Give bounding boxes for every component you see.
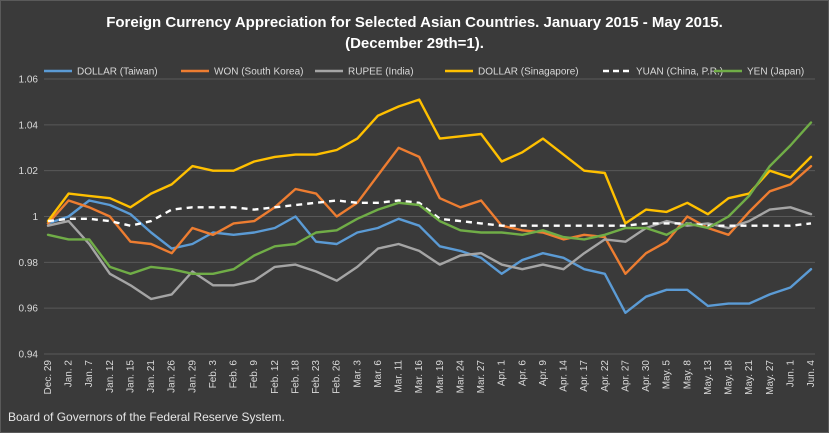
x-tick-label: Jan. 29 bbox=[187, 360, 198, 393]
x-tick-label: May. 8 bbox=[682, 360, 693, 390]
y-tick-labels: 0.94 0.96 0.98 1 1.02 1.04 1.06 bbox=[19, 75, 39, 361]
chart-title-line1: Foreign Currency Appreciation for Select… bbox=[106, 14, 723, 31]
y-tick-label: 0.94 bbox=[19, 350, 39, 361]
x-tick-label: May. 21 bbox=[744, 360, 755, 395]
x-tick-labels: Dec. 29 Jan. 2 Jan. 7 Jan. 12 Jan. 15 Jan. 21… bbox=[43, 360, 817, 395]
x-tick-label: Apr. 22 bbox=[600, 360, 611, 392]
x-tick-label: Feb. 3 bbox=[208, 360, 219, 389]
x-tick-label: Jan. 2 bbox=[64, 360, 75, 388]
x-tick-label: Apr. 27 bbox=[620, 360, 631, 392]
y-tick-label: 1.04 bbox=[19, 120, 39, 131]
x-tick-label: Apr. 17 bbox=[579, 360, 590, 392]
x-tick-label: Feb. 26 bbox=[332, 360, 343, 394]
x-tick-label: Jan. 12 bbox=[105, 360, 116, 393]
x-tick-label: May. 5 bbox=[662, 360, 673, 390]
y-tick-label: 1 bbox=[32, 212, 38, 223]
x-tick-label: Apr. 1 bbox=[497, 360, 508, 387]
legend-label-3: DOLLAR (Sinagapore) bbox=[478, 67, 579, 78]
x-tick-label: Mar. 11 bbox=[394, 360, 405, 393]
x-tick-label: Feb. 6 bbox=[229, 360, 240, 389]
x-tick-label: Feb. 9 bbox=[249, 360, 260, 389]
chart-title-line2: (December 29th=1). bbox=[345, 35, 484, 52]
series-line-5 bbox=[46, 121, 813, 275]
series-line-3 bbox=[46, 98, 813, 225]
x-tick-label: May. 18 bbox=[724, 360, 735, 395]
series-line-1 bbox=[46, 146, 813, 275]
x-tick-label: Mar. 6 bbox=[373, 360, 384, 388]
legend-label-0: DOLLAR (Taiwan) bbox=[77, 67, 158, 78]
x-tick-label: Feb. 23 bbox=[311, 360, 322, 394]
x-tick-label: Feb. 12 bbox=[270, 360, 281, 394]
x-tick-label: Apr. 6 bbox=[517, 360, 528, 387]
x-tick-label: Mar. 27 bbox=[476, 360, 487, 394]
legend-label-1: WON (South Korea) bbox=[214, 67, 303, 78]
x-tick-label: Apr. 14 bbox=[559, 360, 570, 392]
x-tick-label: Jan. 21 bbox=[146, 360, 157, 393]
y-tick-label: 1.02 bbox=[19, 166, 39, 177]
x-tick-label: May. 27 bbox=[765, 360, 776, 395]
y-tick-label: 0.98 bbox=[19, 258, 39, 269]
x-tick-label: Mar. 3 bbox=[352, 360, 363, 388]
x-tick-label: Apr. 30 bbox=[641, 360, 652, 392]
y-tick-label: 0.96 bbox=[19, 304, 39, 315]
chart-title: Foreign Currency Appreciation for Select… bbox=[0, 12, 829, 54]
source-note: Board of Governors of the Federal Reserv… bbox=[8, 410, 285, 424]
x-tick-label: Jan. 26 bbox=[167, 360, 178, 393]
x-tick-label: Mar. 24 bbox=[455, 360, 466, 394]
x-tick-label: Jan. 7 bbox=[84, 360, 95, 388]
legend: DOLLAR (Taiwan) WON (South Korea) RUPEE (I… bbox=[44, 67, 804, 78]
series-line-4 bbox=[47, 199, 812, 227]
x-tick-label: Apr. 9 bbox=[538, 360, 549, 387]
x-tick-label: Jun. 1 bbox=[785, 360, 796, 388]
x-tick-label: Jan. 15 bbox=[125, 360, 136, 393]
y-tick-label: 1.06 bbox=[19, 75, 39, 86]
legend-label-4: YUAN (China, P.R.) bbox=[636, 67, 723, 78]
x-tick-label: Dec. 29 bbox=[43, 360, 54, 395]
grid-lines bbox=[44, 78, 815, 355]
x-tick-label: May. 13 bbox=[703, 360, 714, 395]
legend-label-2: RUPEE (India) bbox=[348, 67, 414, 78]
x-tick-label: Mar. 19 bbox=[435, 360, 446, 394]
legend-label-5: YEN (Japan) bbox=[747, 67, 804, 78]
x-tick-label: Jun. 4 bbox=[806, 360, 817, 388]
x-tick-label: Feb. 18 bbox=[290, 360, 301, 394]
series-lines bbox=[46, 98, 813, 314]
x-tick-label: Mar. 16 bbox=[414, 360, 425, 394]
